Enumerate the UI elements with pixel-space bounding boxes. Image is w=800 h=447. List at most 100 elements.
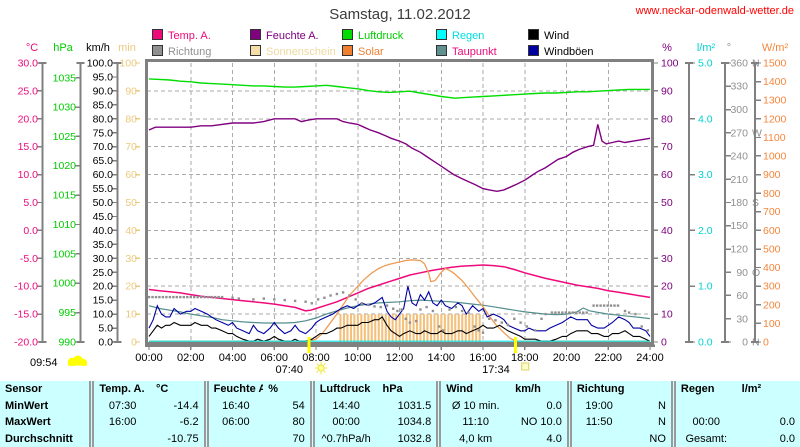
legend-item-taupunkt: Taupunkt bbox=[436, 45, 497, 58]
svg-text:10: 10 bbox=[661, 309, 673, 321]
col-header-luftdruck: Luftdruck bbox=[309, 381, 378, 398]
svg-text:80: 80 bbox=[125, 113, 137, 125]
svg-text:80: 80 bbox=[661, 113, 673, 125]
svg-text:3.0: 3.0 bbox=[698, 169, 713, 181]
stat-time: 07:30 bbox=[89, 397, 151, 414]
svg-text:500: 500 bbox=[763, 244, 781, 256]
svg-text:70: 70 bbox=[661, 141, 673, 153]
svg-text:min: min bbox=[118, 42, 136, 54]
col-header-unit: l/m² bbox=[741, 383, 762, 396]
legend-item-windb-en: Windböen bbox=[528, 45, 594, 58]
stat-value: N bbox=[657, 416, 666, 429]
svg-text:90.0: 90.0 bbox=[93, 85, 114, 97]
svg-text:30: 30 bbox=[736, 313, 748, 325]
svg-text:30: 30 bbox=[661, 253, 673, 265]
stat-time: 00:00 bbox=[670, 414, 737, 431]
legend-label: Temp. A. bbox=[168, 30, 211, 42]
stat-value: NO bbox=[649, 432, 666, 445]
svg-text:300: 300 bbox=[730, 104, 748, 116]
svg-text:1035: 1035 bbox=[53, 72, 77, 84]
svg-text:50.0: 50.0 bbox=[93, 197, 114, 209]
sunset-icon bbox=[521, 362, 530, 371]
svg-text:70.0: 70.0 bbox=[93, 141, 114, 153]
stat-value: 54 bbox=[292, 399, 305, 412]
stat-time: 16:40 bbox=[203, 397, 264, 414]
legend-label: Sonnenschein bbox=[266, 46, 336, 58]
svg-text:14:00: 14:00 bbox=[427, 352, 455, 364]
legend-item-feuchte-a-: Feuchte A. bbox=[250, 29, 319, 42]
legend-label: Richtung bbox=[168, 46, 212, 58]
stat-value: -14.4 bbox=[173, 399, 199, 412]
svg-text:0.0: 0.0 bbox=[698, 337, 713, 349]
col-header-regen: Regen bbox=[670, 381, 737, 398]
legend-label: Feuchte A. bbox=[266, 30, 319, 42]
svg-text:1025: 1025 bbox=[53, 131, 77, 143]
legend-item-solar: Solar bbox=[342, 45, 384, 58]
svg-text:20: 20 bbox=[125, 281, 137, 293]
stat-time: 4,0 km bbox=[436, 430, 511, 447]
legend-label: Windböen bbox=[544, 46, 594, 58]
svg-text:5.0: 5.0 bbox=[698, 58, 713, 70]
svg-text:0: 0 bbox=[742, 337, 748, 349]
page-title: Samstag, 11.02.2012 bbox=[329, 6, 471, 23]
stat-value bbox=[737, 398, 800, 415]
stat-value: NO 10.0 bbox=[520, 416, 562, 429]
svg-text:15.0: 15.0 bbox=[18, 141, 39, 153]
legend-label: Solar bbox=[358, 46, 384, 58]
moon-cloud-icon bbox=[67, 355, 88, 367]
stat-value: 0.0 bbox=[779, 432, 795, 445]
stat-time: 06:00 bbox=[203, 414, 264, 431]
stat-value: 1031.5 bbox=[397, 399, 432, 412]
svg-text:85.0: 85.0 bbox=[93, 99, 114, 111]
svg-text:60: 60 bbox=[736, 290, 748, 302]
stat-time bbox=[566, 430, 627, 447]
svg-text:1300: 1300 bbox=[763, 95, 787, 107]
legend-swatch bbox=[528, 45, 539, 56]
svg-text:16:00: 16:00 bbox=[469, 352, 497, 364]
legend-swatch bbox=[152, 29, 163, 40]
col-header-temp-a-: Temp. A. bbox=[89, 381, 151, 398]
legend-label: Regen bbox=[452, 30, 485, 42]
svg-text:55.0: 55.0 bbox=[93, 183, 114, 195]
legend-swatch bbox=[250, 45, 261, 56]
stat-value: 0.0 bbox=[546, 399, 562, 412]
col-header-unit: % bbox=[268, 383, 279, 396]
legend-swatch bbox=[342, 29, 353, 40]
svg-text:1000: 1000 bbox=[53, 278, 77, 290]
svg-text:06:00: 06:00 bbox=[260, 352, 288, 364]
svg-text:04:00: 04:00 bbox=[219, 352, 247, 364]
svg-text:24:00: 24:00 bbox=[636, 352, 664, 364]
svg-text:W/m²: W/m² bbox=[762, 42, 789, 54]
svg-text:90: 90 bbox=[661, 85, 673, 97]
col-header-richtung: Richtung bbox=[566, 381, 627, 398]
svg-text:50: 50 bbox=[125, 197, 137, 209]
row-label-maxwert: MaxWert bbox=[5, 416, 51, 429]
stat-time: 14:40 bbox=[309, 397, 378, 414]
svg-text:300: 300 bbox=[763, 281, 781, 293]
svg-text:30.0: 30.0 bbox=[93, 253, 114, 265]
svg-text:02:00: 02:00 bbox=[177, 352, 205, 364]
svg-text:1000: 1000 bbox=[763, 150, 787, 162]
weather-chart-svg: 30.0 25.0 20.0 15.0 10.0 5.0 0.0 -5.0 -10.0 -15.0… bbox=[14, 42, 789, 376]
stat-time bbox=[203, 430, 264, 447]
sunrise-sun-icon bbox=[314, 361, 328, 375]
svg-text:240: 240 bbox=[730, 150, 748, 162]
svg-text:1200: 1200 bbox=[763, 113, 787, 125]
site-url-link[interactable]: www.neckar-odenwald-wetter.de bbox=[635, 5, 794, 17]
svg-text:0.0: 0.0 bbox=[23, 225, 38, 237]
svg-text:30: 30 bbox=[125, 253, 137, 265]
stat-time: 11:10 bbox=[436, 414, 511, 431]
svg-text:km/h: km/h bbox=[86, 42, 110, 54]
svg-text:1400: 1400 bbox=[763, 76, 787, 88]
legend-swatch bbox=[528, 29, 539, 40]
col-header-sensor: Sensor bbox=[5, 383, 43, 396]
legend-item-regen: Regen bbox=[436, 29, 485, 42]
svg-text:O: O bbox=[752, 267, 760, 279]
legend-swatch bbox=[436, 45, 447, 56]
svg-text:-20.0: -20.0 bbox=[14, 337, 38, 349]
svg-text:5.0: 5.0 bbox=[23, 197, 38, 209]
stat-value: 1034.8 bbox=[397, 416, 432, 429]
svg-text:60.0: 60.0 bbox=[93, 169, 114, 181]
svg-text:700: 700 bbox=[763, 206, 781, 218]
col-header-unit bbox=[626, 381, 673, 398]
